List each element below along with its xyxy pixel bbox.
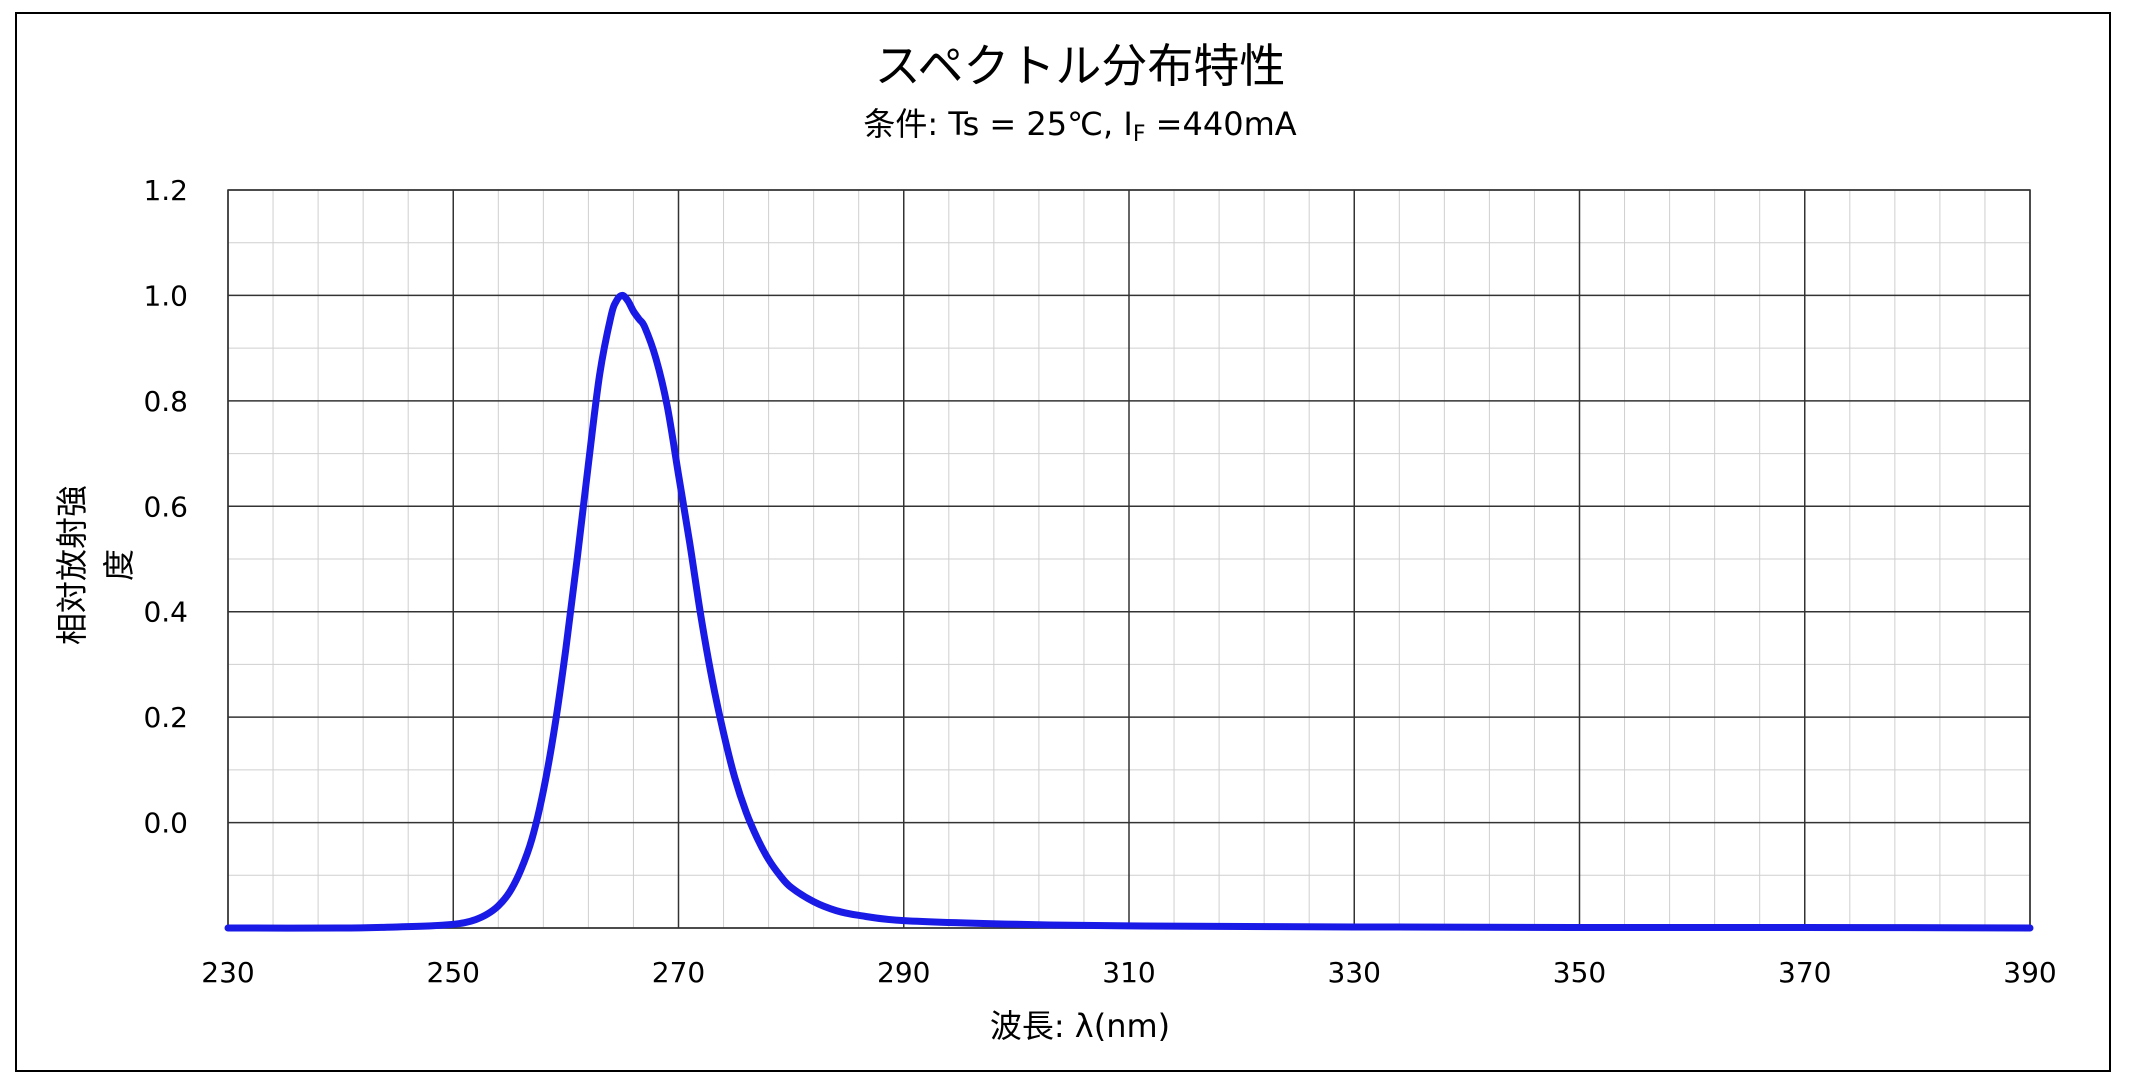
y-tick-label: 0.8	[143, 385, 188, 418]
x-axis-label: 波長: λ(nm)	[990, 1007, 1170, 1045]
x-tick-label: 350	[1553, 956, 1606, 989]
x-tick-label: 290	[877, 956, 930, 989]
y-axis-label-line2: 度	[100, 549, 138, 581]
subtitle-main: 条件: Ts = 25℃, I	[863, 105, 1132, 143]
y-tick-label: 0.4	[143, 596, 188, 629]
grid-major	[227, 189, 2031, 929]
y-tick-label: 0.2	[143, 701, 188, 734]
y-tick-label: 0.0	[143, 807, 188, 840]
x-tick-label: 230	[201, 956, 254, 989]
y-tick-label: 1.2	[143, 174, 188, 207]
chart-frame	[15, 12, 2111, 1072]
subtitle-subscript: F	[1133, 122, 1146, 147]
x-tick-label: 270	[652, 956, 705, 989]
x-tick-label: 250	[427, 956, 480, 989]
x-tick-label: 330	[1328, 956, 1381, 989]
chart-subtitle: 条件: Ts = 25℃, IF =440mA	[863, 105, 1296, 147]
series-layer	[224, 291, 2034, 932]
y-tick-label: 0.6	[143, 490, 188, 523]
x-tick-label: 370	[1778, 956, 1831, 989]
y-tick-labels: 1.2 1.0 0.8 0.6 0.4 0.2 0.0	[143, 174, 188, 840]
x-tick-label: 310	[1102, 956, 1155, 989]
x-tick-labels: 230 250 270 290 310 330 350 370 390	[201, 956, 2056, 989]
chart-title: スペクトル分布特性	[875, 39, 1286, 93]
subtitle-tail: =440mA	[1146, 105, 1297, 143]
x-tick-label: 390	[2003, 956, 2056, 989]
y-axis-label-line1: 相対放射強	[53, 485, 91, 645]
spectrum-series-line	[224, 291, 2034, 932]
y-tick-label: 1.0	[143, 279, 188, 312]
